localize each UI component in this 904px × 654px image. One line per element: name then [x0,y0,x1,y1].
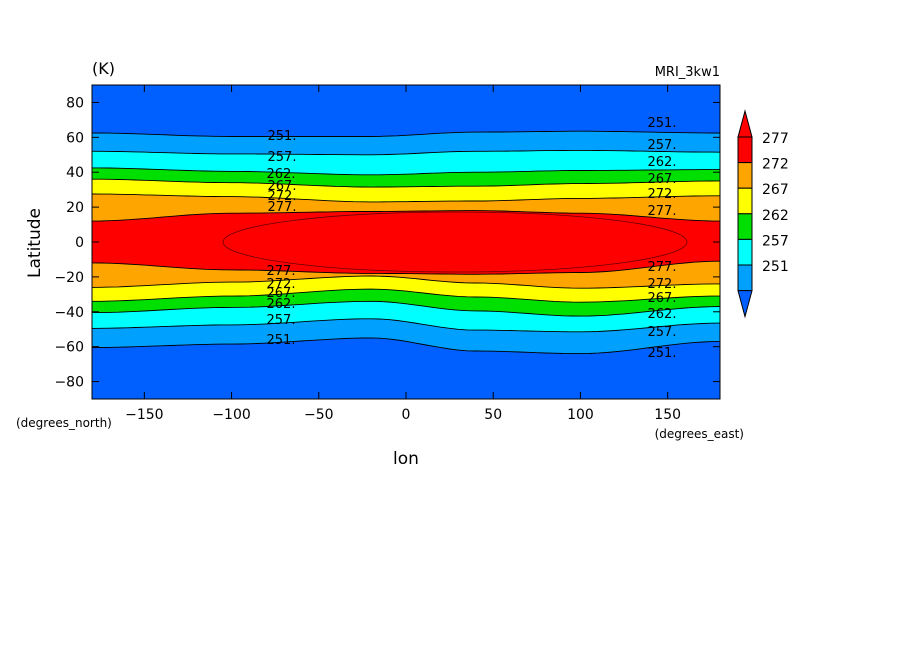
y-axis-ticks: 80 60 40 20 0 −20 −40 −60 −80 [54,95,720,391]
contour-line-n-267 [92,178,721,188]
contour-label: 257. [267,313,296,328]
contour-label: 277. [267,264,296,279]
contour-label: 267. [268,179,297,194]
y-tick-label: −20 [54,270,84,286]
contour-line-s-272 [91,275,720,289]
contour-line-s-262 [92,300,721,317]
contour-line-n-262 [92,167,720,176]
contour-label: 272. [648,187,677,202]
contour-label: 262. [648,155,677,170]
x-tick-label: −150 [125,407,163,423]
contour-line-s-267 [92,288,720,303]
y-tick-label: 40 [66,165,84,181]
y-axis-label: Latitude [25,208,45,278]
y-tick-label: −80 [54,375,84,391]
y-tick-label: −60 [54,340,84,356]
colorbar-swatch [737,238,753,266]
y-tick-label: 0 [75,235,84,251]
contour-label: 262. [267,167,296,182]
y-tick-label: 20 [66,200,84,216]
colorbar-low-arrow [737,290,753,319]
colorbar-swatch [737,213,753,240]
contour-line-n-277 [91,210,721,222]
contour-line-s-251 [92,337,721,355]
contour-label: 257. [268,150,297,165]
colorbar-swatch [737,162,753,189]
colorbar-label: 257 [762,233,789,249]
contour-label: 257. [648,138,677,153]
contour-line-n-257 [92,149,721,156]
contour-labels: 251.257.262.267.272.277.251.257.262.267.… [267,116,677,361]
colorbar-swatch [737,187,753,215]
x-tick-label: −50 [304,407,334,423]
contour-label: 272. [268,189,297,204]
colorbar-label: 272 [762,157,789,173]
model-label: MRI_3kw1 [655,65,720,80]
contour-bands [92,85,720,399]
y-unit-label: (degrees_north) [16,416,112,430]
colorbar-high-arrow [737,109,753,138]
contour-label: 277. [268,200,297,215]
contour-line-n-272 [91,193,720,203]
contour-line-s-277 [91,260,721,275]
colorbar-swatch [737,136,753,164]
y-tick-label: 60 [66,130,84,146]
colorbar-label: 251 [762,259,789,275]
contour-label: 267. [648,291,677,306]
contour-label: 277. [648,260,677,275]
warm-core-contour [222,211,688,273]
contour-label: 277. [648,204,677,219]
contour-label: 272. [648,277,677,292]
x-unit-label: (degrees_east) [655,427,744,441]
colorbar-label: 262 [762,208,789,224]
contour-label: 262. [648,307,677,322]
x-axis-label: lon [393,449,419,469]
colorbar: 277 272 267 262 257 251 [737,109,789,319]
contour-label: 251. [268,129,297,144]
contour-label: 251. [648,116,677,131]
colorbar-swatch [737,264,753,292]
contour-label: 251. [648,346,677,361]
x-tick-label: −100 [212,407,250,423]
x-tick-label: 100 [567,407,594,423]
band-277 [92,210,720,275]
contour-lines [91,130,721,355]
contour-label: 262. [267,297,296,312]
contour-label: 267. [648,172,677,187]
unit-label: (K) [92,59,115,78]
contour-label: 272. [267,277,296,292]
contour-label: 257. [648,325,677,340]
y-tick-label: −40 [54,305,84,321]
colorbar-label: 267 [762,182,789,198]
contour-label: 251. [267,333,296,348]
colorbar-label: 277 [762,131,789,147]
y-tick-label: 80 [66,95,84,111]
x-tick-label: 50 [484,407,502,423]
x-tick-label: 0 [402,407,411,423]
contour-line-n-251 [92,130,720,137]
x-axis-ticks: −150 −100 −50 0 50 100 150 [125,85,681,423]
contour-line-s-257 [91,318,721,333]
contour-label: 267. [267,286,296,301]
x-tick-label: 150 [654,407,681,423]
